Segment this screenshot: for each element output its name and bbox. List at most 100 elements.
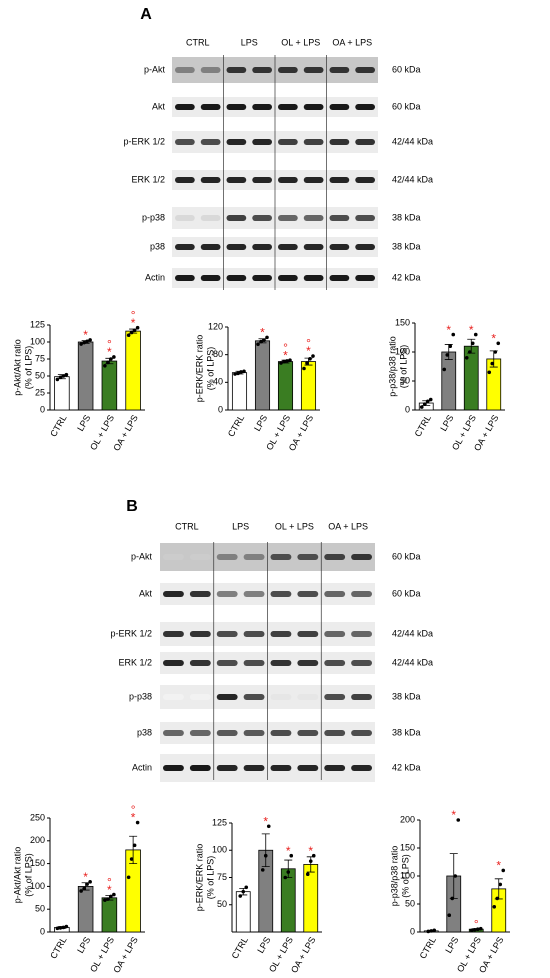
blot-label: p-p38 — [129, 691, 152, 701]
blot-band — [175, 275, 195, 281]
y-tick-label: 50 — [35, 904, 45, 914]
data-point — [429, 929, 434, 933]
blot-band — [189, 631, 211, 637]
data-point — [88, 338, 92, 342]
data-point — [308, 357, 312, 361]
blot-size: 42/44 kDa — [392, 657, 433, 667]
significance-star: * — [496, 859, 501, 873]
significance-star: * — [107, 883, 112, 897]
y-tick-label: 250 — [30, 812, 45, 822]
blot-band — [270, 730, 292, 736]
data-point — [472, 927, 477, 932]
blot-size: 38 kDa — [392, 212, 421, 222]
blot-band — [175, 244, 195, 250]
blot-size: 38 kDa — [392, 691, 421, 701]
blot-band — [189, 591, 211, 597]
data-point — [305, 361, 309, 365]
blot-band — [252, 177, 272, 183]
blot-band — [243, 554, 265, 560]
data-point — [82, 886, 86, 891]
blot-band — [200, 244, 221, 250]
blot-band — [278, 67, 298, 73]
blot-band — [243, 591, 265, 597]
blot-band — [297, 591, 319, 597]
blot-label: Actin — [145, 272, 165, 282]
y-tick-label: 75 — [217, 872, 227, 882]
y-tick-label: 125 — [212, 817, 227, 827]
blot-band — [226, 275, 247, 281]
y-axis-label: (% of LPS) — [398, 345, 408, 389]
y-axis-label: (% of LPS) — [400, 854, 410, 898]
blot-band — [278, 215, 298, 221]
y-tick-label: 100 — [30, 336, 45, 346]
significance-star: * — [308, 844, 313, 858]
y-tick-label: 50 — [400, 375, 410, 385]
bar — [77, 886, 94, 933]
blot-band — [329, 67, 350, 73]
data-point — [305, 872, 310, 877]
data-point — [467, 350, 472, 354]
blot-band — [189, 554, 211, 560]
data-point — [85, 882, 89, 886]
significance-star: * — [83, 328, 88, 342]
data-point — [496, 341, 501, 346]
data-point — [464, 356, 469, 360]
blot-band — [163, 631, 184, 637]
data-point — [445, 353, 450, 357]
data-point — [495, 896, 500, 901]
blot-band — [303, 275, 324, 281]
data-point — [85, 339, 89, 344]
group-label: OA + LPS — [332, 37, 372, 47]
blot-band — [278, 139, 298, 145]
blot-band — [303, 67, 324, 73]
blot-size: 42/44 kDa — [392, 136, 433, 146]
blot-size: 60 kDa — [392, 101, 421, 111]
blot-band — [270, 694, 292, 700]
blot-band — [189, 730, 211, 736]
data-point — [453, 874, 458, 878]
data-point — [58, 926, 63, 930]
blot-band — [226, 104, 247, 110]
data-point — [266, 824, 271, 829]
blot-band — [324, 554, 346, 560]
x-tick-label: CTRL — [226, 413, 246, 438]
data-point — [286, 870, 291, 874]
y-tick-label: 0 — [40, 926, 45, 936]
blot-band — [355, 104, 375, 110]
group-label: OL + LPS — [275, 521, 314, 531]
y-axis-label: (% of LPS) — [23, 853, 33, 897]
data-point — [475, 927, 480, 931]
data-point — [283, 875, 288, 880]
y-axis-label: (% of LPS) — [205, 347, 215, 391]
significance-star: * — [260, 326, 265, 340]
blot-band — [297, 730, 319, 736]
x-tick-label: CTRL — [413, 413, 433, 438]
blot-band — [270, 554, 292, 560]
group-label: LPS — [241, 37, 258, 47]
bar — [254, 340, 271, 411]
data-point — [129, 857, 134, 861]
blot-band — [252, 104, 272, 110]
data-point — [492, 905, 497, 909]
blot-band — [297, 694, 319, 700]
blot-band — [297, 660, 319, 666]
bar — [277, 361, 294, 411]
blot-band — [252, 67, 272, 73]
data-point — [61, 925, 66, 930]
blot-band — [329, 104, 350, 110]
blot-band — [252, 275, 272, 281]
data-point — [288, 358, 292, 363]
blot-band — [324, 765, 346, 771]
blot-band — [351, 554, 372, 560]
blot-band — [324, 730, 346, 736]
blot-band — [226, 139, 247, 145]
error-bar — [261, 833, 270, 867]
data-point — [239, 370, 243, 374]
data-point — [126, 875, 131, 880]
blot-band — [226, 67, 247, 73]
data-point — [259, 339, 263, 344]
blot-band — [163, 660, 184, 666]
y-tick-label: 100 — [395, 346, 410, 356]
data-point — [422, 402, 427, 407]
blot-band — [189, 765, 211, 771]
